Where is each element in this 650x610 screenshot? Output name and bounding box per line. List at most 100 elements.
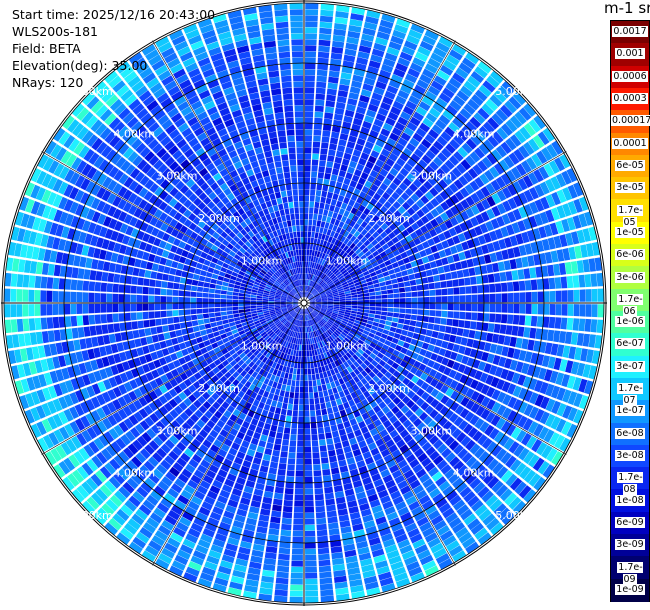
range-gate-cell bbox=[108, 476, 121, 489]
range-gate-cell bbox=[333, 113, 344, 121]
range-gate-cell bbox=[103, 431, 115, 444]
range-gate-cell bbox=[41, 173, 53, 188]
range-gate-cell bbox=[363, 299, 370, 303]
range-gate-cell bbox=[339, 305, 346, 308]
range-gate-cell bbox=[349, 160, 358, 169]
range-gate-cell bbox=[245, 270, 252, 276]
range-gate-cell bbox=[461, 142, 473, 154]
range-gate-cell bbox=[327, 304, 334, 306]
range-gate-cell bbox=[491, 389, 501, 401]
range-gate-cell bbox=[451, 167, 462, 178]
range-gate-cell bbox=[311, 337, 315, 344]
range-gate-cell bbox=[184, 309, 191, 315]
range-gate-cell bbox=[165, 225, 174, 235]
range-gate-cell bbox=[453, 460, 465, 472]
range-gate-cell bbox=[262, 428, 270, 436]
range-gate-cell bbox=[47, 385, 58, 399]
range-gate-cell bbox=[363, 309, 370, 313]
range-gate-cell bbox=[402, 449, 413, 459]
range-gate-cell bbox=[286, 297, 293, 300]
range-gate-cell bbox=[337, 175, 345, 183]
range-gate-cell bbox=[553, 235, 562, 249]
range-gate-cell bbox=[155, 280, 162, 288]
range-gate-cell bbox=[287, 403, 293, 411]
range-gate-cell bbox=[312, 325, 316, 331]
range-gate-cell bbox=[335, 150, 344, 158]
range-gate-cell bbox=[389, 273, 397, 280]
range-gate-cell bbox=[307, 237, 311, 244]
range-gate-cell bbox=[28, 361, 38, 375]
range-gate-cell bbox=[191, 495, 203, 506]
range-gate-cell bbox=[305, 33, 317, 40]
range-gate-cell bbox=[332, 168, 340, 176]
range-gate-cell bbox=[267, 329, 273, 335]
range-gate-cell bbox=[267, 379, 274, 387]
range-gate-cell bbox=[67, 254, 75, 266]
range-gate-cell bbox=[198, 257, 206, 264]
range-gate-cell bbox=[259, 271, 265, 277]
range-gate-cell bbox=[311, 171, 318, 178]
range-gate-cell bbox=[178, 241, 187, 249]
range-gate-cell bbox=[524, 243, 533, 255]
range-gate-cell bbox=[348, 349, 355, 357]
range-gate-cell bbox=[509, 359, 518, 371]
range-gate-cell bbox=[64, 169, 75, 183]
range-gate-cell bbox=[214, 312, 221, 317]
range-gate-cell bbox=[326, 310, 333, 314]
range-gate-cell bbox=[574, 347, 582, 361]
range-gate-cell bbox=[346, 278, 353, 284]
range-gate-cell bbox=[401, 550, 416, 560]
range-gate-cell bbox=[507, 282, 514, 292]
range-gate-cell bbox=[93, 248, 101, 259]
range-gate-cell bbox=[419, 184, 429, 195]
range-gate-cell bbox=[437, 152, 448, 163]
range-gate-cell bbox=[291, 318, 295, 324]
range-gate-cell bbox=[304, 368, 308, 375]
range-gate-cell bbox=[465, 312, 472, 320]
range-gate-cell bbox=[178, 290, 185, 297]
range-gate-cell bbox=[157, 264, 165, 273]
range-gate-cell bbox=[512, 412, 523, 425]
range-gate-cell bbox=[312, 343, 317, 350]
range-gate-cell bbox=[314, 201, 320, 209]
range-gate-cell bbox=[299, 386, 304, 393]
range-gate-cell bbox=[292, 318, 296, 325]
range-gate-cell bbox=[157, 480, 170, 492]
range-gate-cell bbox=[435, 296, 442, 303]
range-gate-cell bbox=[349, 418, 358, 426]
range-gate-cell bbox=[241, 321, 248, 327]
range-gate-cell bbox=[475, 393, 486, 405]
range-gate-cell bbox=[8, 241, 17, 256]
range-gate-cell bbox=[224, 352, 231, 359]
range-gate-cell bbox=[265, 316, 272, 320]
range-gate-cell bbox=[591, 288, 598, 302]
range-gate-cell bbox=[232, 379, 240, 387]
range-gate-cell bbox=[544, 224, 553, 237]
range-gate-cell bbox=[402, 419, 412, 429]
range-gate-cell bbox=[167, 346, 175, 354]
range-gate-cell bbox=[101, 503, 115, 516]
range-gate-cell bbox=[379, 168, 389, 177]
range-gate-cell bbox=[387, 196, 396, 205]
range-gate-cell bbox=[180, 452, 191, 463]
range-gate-cell bbox=[146, 494, 159, 506]
range-gate-cell bbox=[281, 326, 287, 332]
range-gate-cell bbox=[375, 291, 382, 296]
range-gate-cell bbox=[188, 561, 202, 572]
range-gate-cell bbox=[540, 396, 550, 410]
range-gate-cell bbox=[100, 282, 107, 292]
range-gate-cell bbox=[366, 395, 374, 404]
range-gate-cell bbox=[446, 342, 455, 351]
range-gate-cell bbox=[450, 205, 460, 216]
range-gate-cell bbox=[305, 45, 317, 52]
range-gate-cell bbox=[515, 361, 524, 373]
range-gate-cell bbox=[177, 549, 191, 560]
range-gate-cell bbox=[388, 231, 396, 240]
range-gate-cell bbox=[405, 292, 412, 298]
range-gate-cell bbox=[214, 500, 226, 510]
range-gate-cell bbox=[332, 563, 346, 572]
range-gate-cell bbox=[28, 289, 35, 302]
range-gate-cell bbox=[255, 482, 265, 491]
range-gate-cell bbox=[373, 265, 381, 271]
range-gate-cell bbox=[173, 385, 183, 394]
